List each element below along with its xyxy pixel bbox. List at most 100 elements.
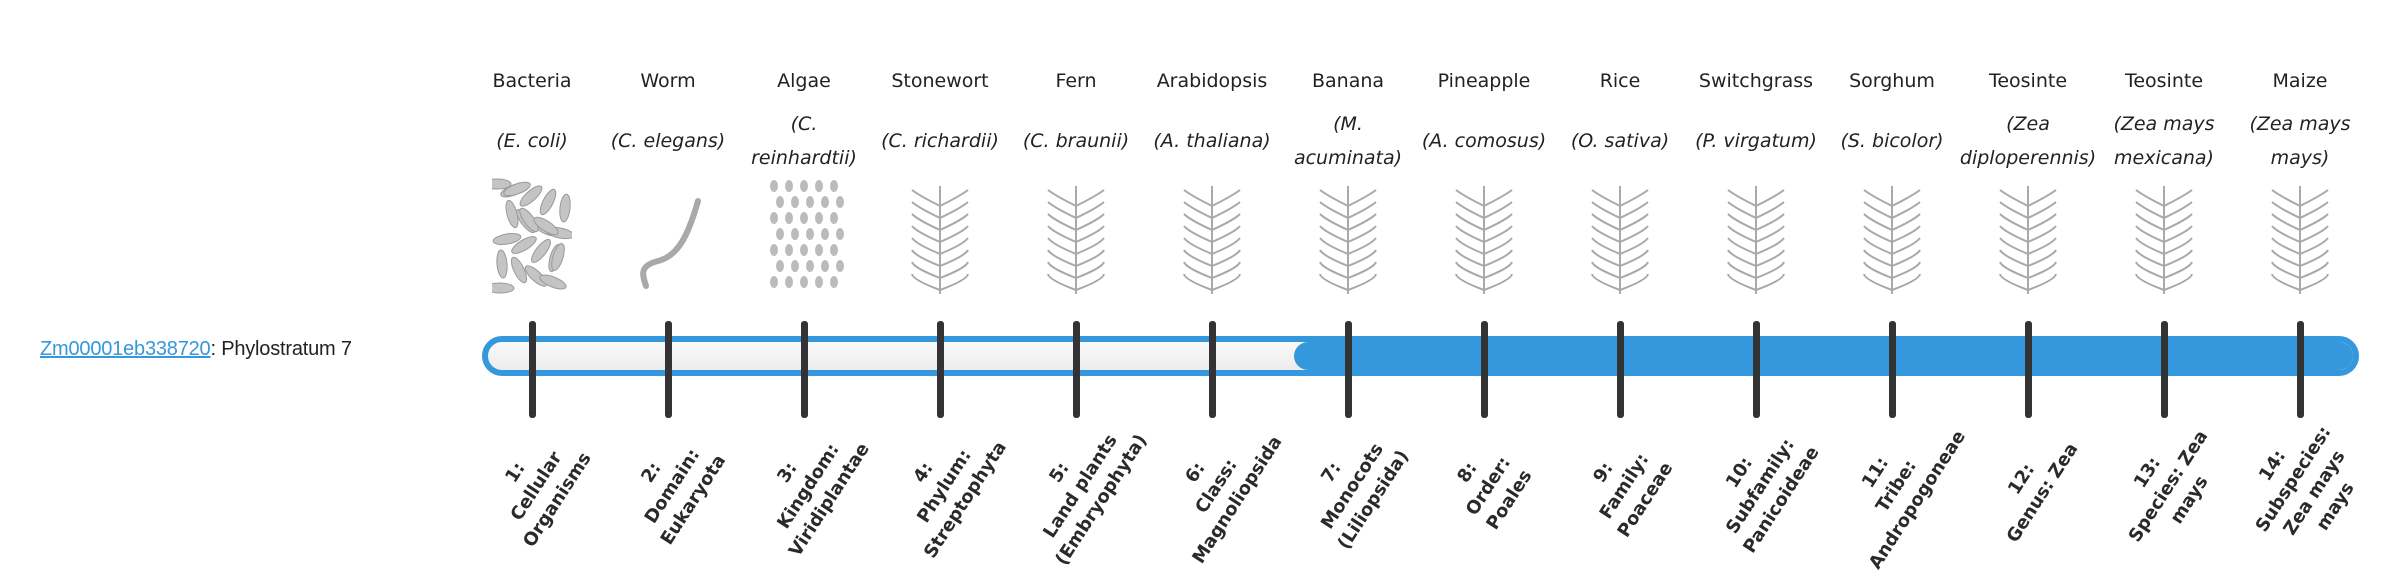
organism-common-name: Sorghum [1849,70,1935,92]
stratum-label: 10: Subfamily: Panicoideae [1691,410,1829,563]
scientific-name-text: (Zea mays mays) [2249,113,2351,169]
stratum-tick [2024,321,2032,418]
stratum-tick [1480,321,1488,418]
organism-common-name: Arabidopsis [1156,70,1268,92]
teosinte-mexicana-image [2124,176,2204,296]
gene-id-link[interactable]: Zm00001eb338720 [40,338,211,360]
scientific-name-text: (P. virgatum) [1695,130,1817,152]
sorghum-image [1852,176,1932,296]
stratum-tick [1888,321,1896,418]
stratum-tick [1072,321,1080,418]
organism-scientific-name: (P. virgatum) [1688,110,1824,172]
stratum-name: Domain: Eukaryota [640,444,730,549]
stratum-label: 12: Genus: Zea [1963,410,2101,563]
stratum-tick [936,321,944,418]
stratum-label: 4: Phylum: Streptophyta [875,410,1013,563]
scientific-name-text: (C. elegans) [610,130,726,152]
stratum-tick [2296,321,2304,418]
stratum-name: Tribe: Andropogoneae [1864,426,1970,573]
organism-common-name: Teosinte [2124,70,2204,92]
algae-image [764,176,844,296]
banana-image [1308,176,1388,296]
stonewort-image [900,176,980,296]
stratum-label: 2: Domain: Eukaryota [603,410,741,563]
organism-scientific-name: (O. sativa) [1552,110,1688,172]
stratum-tick [1208,321,1216,418]
rice-image [1580,176,1660,296]
stratum-name: Family: Poaceae [1595,449,1677,541]
scientific-name-text: (E. coli) [496,130,568,152]
organism-common-name: Teosinte [1988,70,2068,92]
stratum-name: Cellular Organisms [506,447,596,551]
switchgrass-image [1716,176,1796,296]
fern-image [1036,176,1116,296]
organism-common-name: Banana [1311,70,1385,92]
organism-scientific-name: (Zea mays mexicana) [2096,110,2232,172]
stratum-tick [800,321,808,418]
stratum-label: 1: Cellular Organisms [467,410,605,563]
phylostratum-bar-fill [1294,342,2353,370]
organism-scientific-name: (C. richardii) [872,110,1008,172]
stratum-label: 8: Order: Poales [1419,410,1557,563]
organism-scientific-name: (C. elegans) [600,110,736,172]
stratum-name: Land plants (Embryophyta) [1038,430,1152,569]
organism-common-name: Algae [777,70,831,92]
scientific-name-text: (O. sativa) [1570,130,1670,152]
stratum-name: Species: Zea mays [2124,426,2213,546]
scientific-name-text: (Zea mays mexicana) [2113,113,2215,169]
stratum-tick [664,321,672,418]
organism-scientific-name: (A. comosus) [1416,110,1552,172]
organism-scientific-name: (Zea diploperennis) [1960,110,2096,172]
stratum-name: Order: Poales [1461,452,1536,534]
scientific-name-text: (C. braunii) [1022,130,1130,152]
scientific-name-text: (Zea diploperennis) [1959,113,2097,169]
stratum-label: 9: Family: Poaceae [1555,410,1693,563]
stratum-label: 3: Kingdom: Viridiplantae [739,410,877,563]
organism-common-name: Worm [640,70,696,92]
organism-common-name: Pineapple [1437,70,1531,92]
worm-image [628,176,708,296]
teosinte-image [1988,176,2068,296]
stratum-label: 6: Class: Magnoliopsida [1147,410,1286,567]
organism-common-name: Fern [1055,70,1097,92]
scientific-name-text: (C. richardii) [881,130,999,152]
stratum-name: Subfamily: Panicoideae [1721,434,1824,557]
arabidopsis-image [1172,176,1252,296]
organism-scientific-name: (C. braunii) [1008,110,1144,172]
stratum-label: 14: Subspecies: Zea mays mays [2235,410,2373,563]
organism-common-name: Maize [2272,70,2328,92]
stratum-tick [1752,321,1760,418]
pineapple-image [1444,176,1524,296]
scientific-name-text: (S. bicolor) [1840,130,1944,152]
stratum-label: 13: Species: Zea mays [2099,410,2237,563]
organism-scientific-name: (M. acuminata) [1280,110,1416,172]
gene-label: Zm00001eb338720: Phylostratum 7 [40,338,352,361]
stratum-name: Class: Magnoliopsida [1187,431,1286,568]
stratum-label: 11: Tribe: Andropogoneae [1827,410,1969,572]
stratum-tick [1344,321,1352,418]
stratum-label: 7: Monocots (Liliopsida) [1283,410,1421,563]
organism-common-name: Stonewort [891,70,989,92]
organism-scientific-name: (E. coli) [464,110,600,172]
stratum-name: Phylum: Streptophyta [912,437,1011,562]
maize-image [2260,176,2340,296]
scientific-name-text: (A. comosus) [1421,130,1547,152]
stratum-tick [528,321,536,418]
stratum-name: Subspecies: Zea mays mays [2251,422,2359,539]
stratum-name: Kingdom: Viridiplantae [772,439,874,561]
phylostratum-bar [482,336,2359,376]
organism-scientific-name: (Zea mays mays) [2232,110,2368,172]
organism-scientific-name: (C. reinhardtii) [736,110,872,172]
stratum-name: Monocots (Liliopsida) [1316,439,1413,553]
phylostratum-text: : Phylostratum 7 [210,338,352,360]
scientific-name-text: (M. acuminata) [1293,113,1403,169]
stratum-tick [2160,321,2168,418]
stratum-label: 5: Land plants (Embryophyta) [1011,410,1151,569]
scientific-name-text: (C. reinhardtii) [751,113,857,169]
organism-scientific-name: (S. bicolor) [1824,110,1960,172]
organism-common-name: Switchgrass [1698,70,1814,92]
organism-scientific-name: (A. thaliana) [1144,110,1280,172]
stratum-tick [1616,321,1624,418]
scientific-name-text: (A. thaliana) [1153,130,1271,152]
organism-common-name: Rice [1599,70,1641,92]
